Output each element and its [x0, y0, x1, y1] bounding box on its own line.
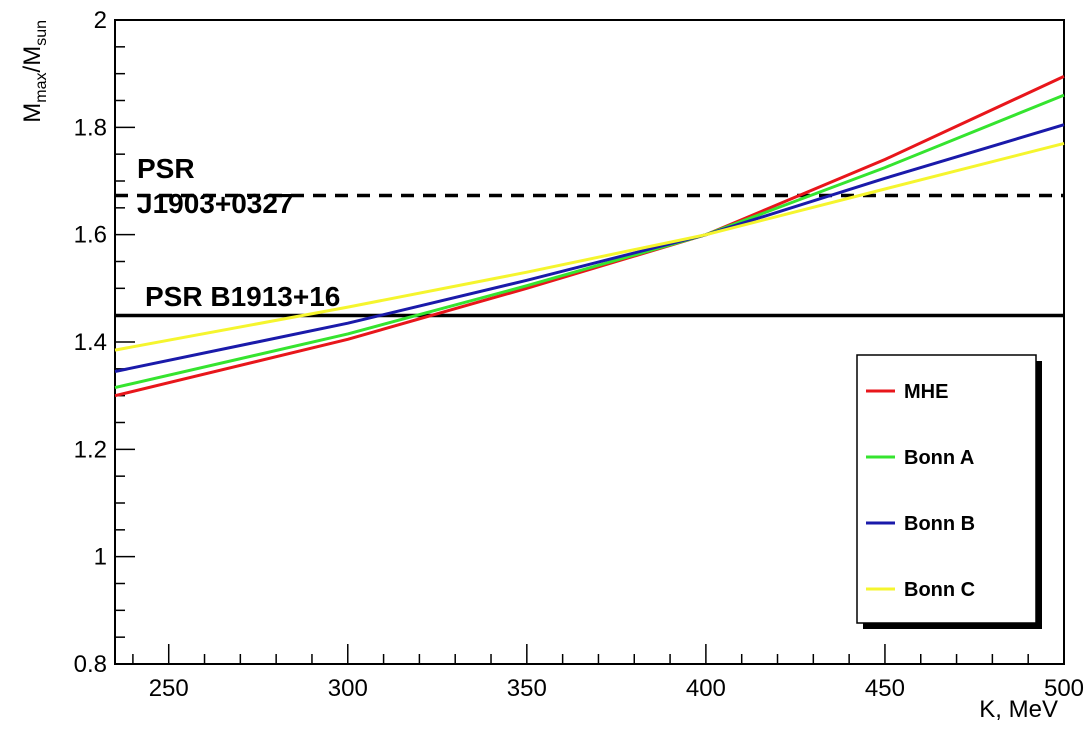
- y-tick-label: 1.4: [74, 329, 107, 356]
- y-tick-label: 2: [94, 7, 107, 34]
- y-axis-ticks: [115, 19, 135, 665]
- y-tick-label: 1: [94, 544, 107, 571]
- y-title-sub-max: max: [33, 72, 50, 102]
- legend-label: Bonn A: [904, 447, 974, 469]
- y-axis-title: Mmax/Msun: [19, 20, 50, 123]
- x-tick-label: 500: [1044, 675, 1084, 702]
- y-tick-label: 0.8: [74, 651, 107, 678]
- legend-label: Bonn C: [904, 579, 975, 601]
- x-axis-ticks: [132, 644, 1065, 664]
- reference-label: PSR: [137, 153, 195, 184]
- y-tick-label: 1.8: [74, 114, 107, 141]
- y-axis-tick-labels: 0.8 1 1.2 1.4 1.6 1.8 2: [74, 7, 107, 678]
- reference-labels: PSR J1903+0327 PSR B1913+16: [137, 153, 340, 312]
- x-axis-title: K, MeV: [979, 696, 1058, 723]
- y-title-main: M: [19, 103, 46, 123]
- legend-box: [856, 354, 1037, 624]
- y-tick-label: 1.2: [74, 436, 107, 463]
- x-tick-label: 250: [149, 675, 189, 702]
- x-tick-label: 400: [686, 675, 726, 702]
- x-axis-tick-labels: 250 300 350 400 450 500: [149, 675, 1084, 702]
- x-tick-label: 450: [865, 675, 905, 702]
- series-line: [114, 93, 1065, 390]
- y-title-sub-sun: sun: [33, 20, 50, 46]
- series-line: [114, 75, 1065, 398]
- reference-label: J1903+0327: [137, 188, 294, 219]
- x-tick-label: 350: [507, 675, 547, 702]
- series-lines: [114, 75, 1065, 398]
- legend: MHE Bonn A Bonn B Bonn C: [856, 354, 1042, 629]
- legend-label: MHE: [904, 381, 948, 403]
- reference-lines: [115, 193, 1064, 318]
- legend-items: MHE Bonn A Bonn B Bonn C: [866, 381, 975, 601]
- series-line: [114, 141, 1065, 352]
- reference-label: PSR B1913+16: [145, 281, 340, 312]
- y-title-sep: /M: [19, 46, 46, 73]
- series-line: [114, 123, 1065, 373]
- legend-label: Bonn B: [904, 513, 975, 535]
- y-tick-label: 1.6: [74, 222, 107, 249]
- x-tick-label: 300: [328, 675, 368, 702]
